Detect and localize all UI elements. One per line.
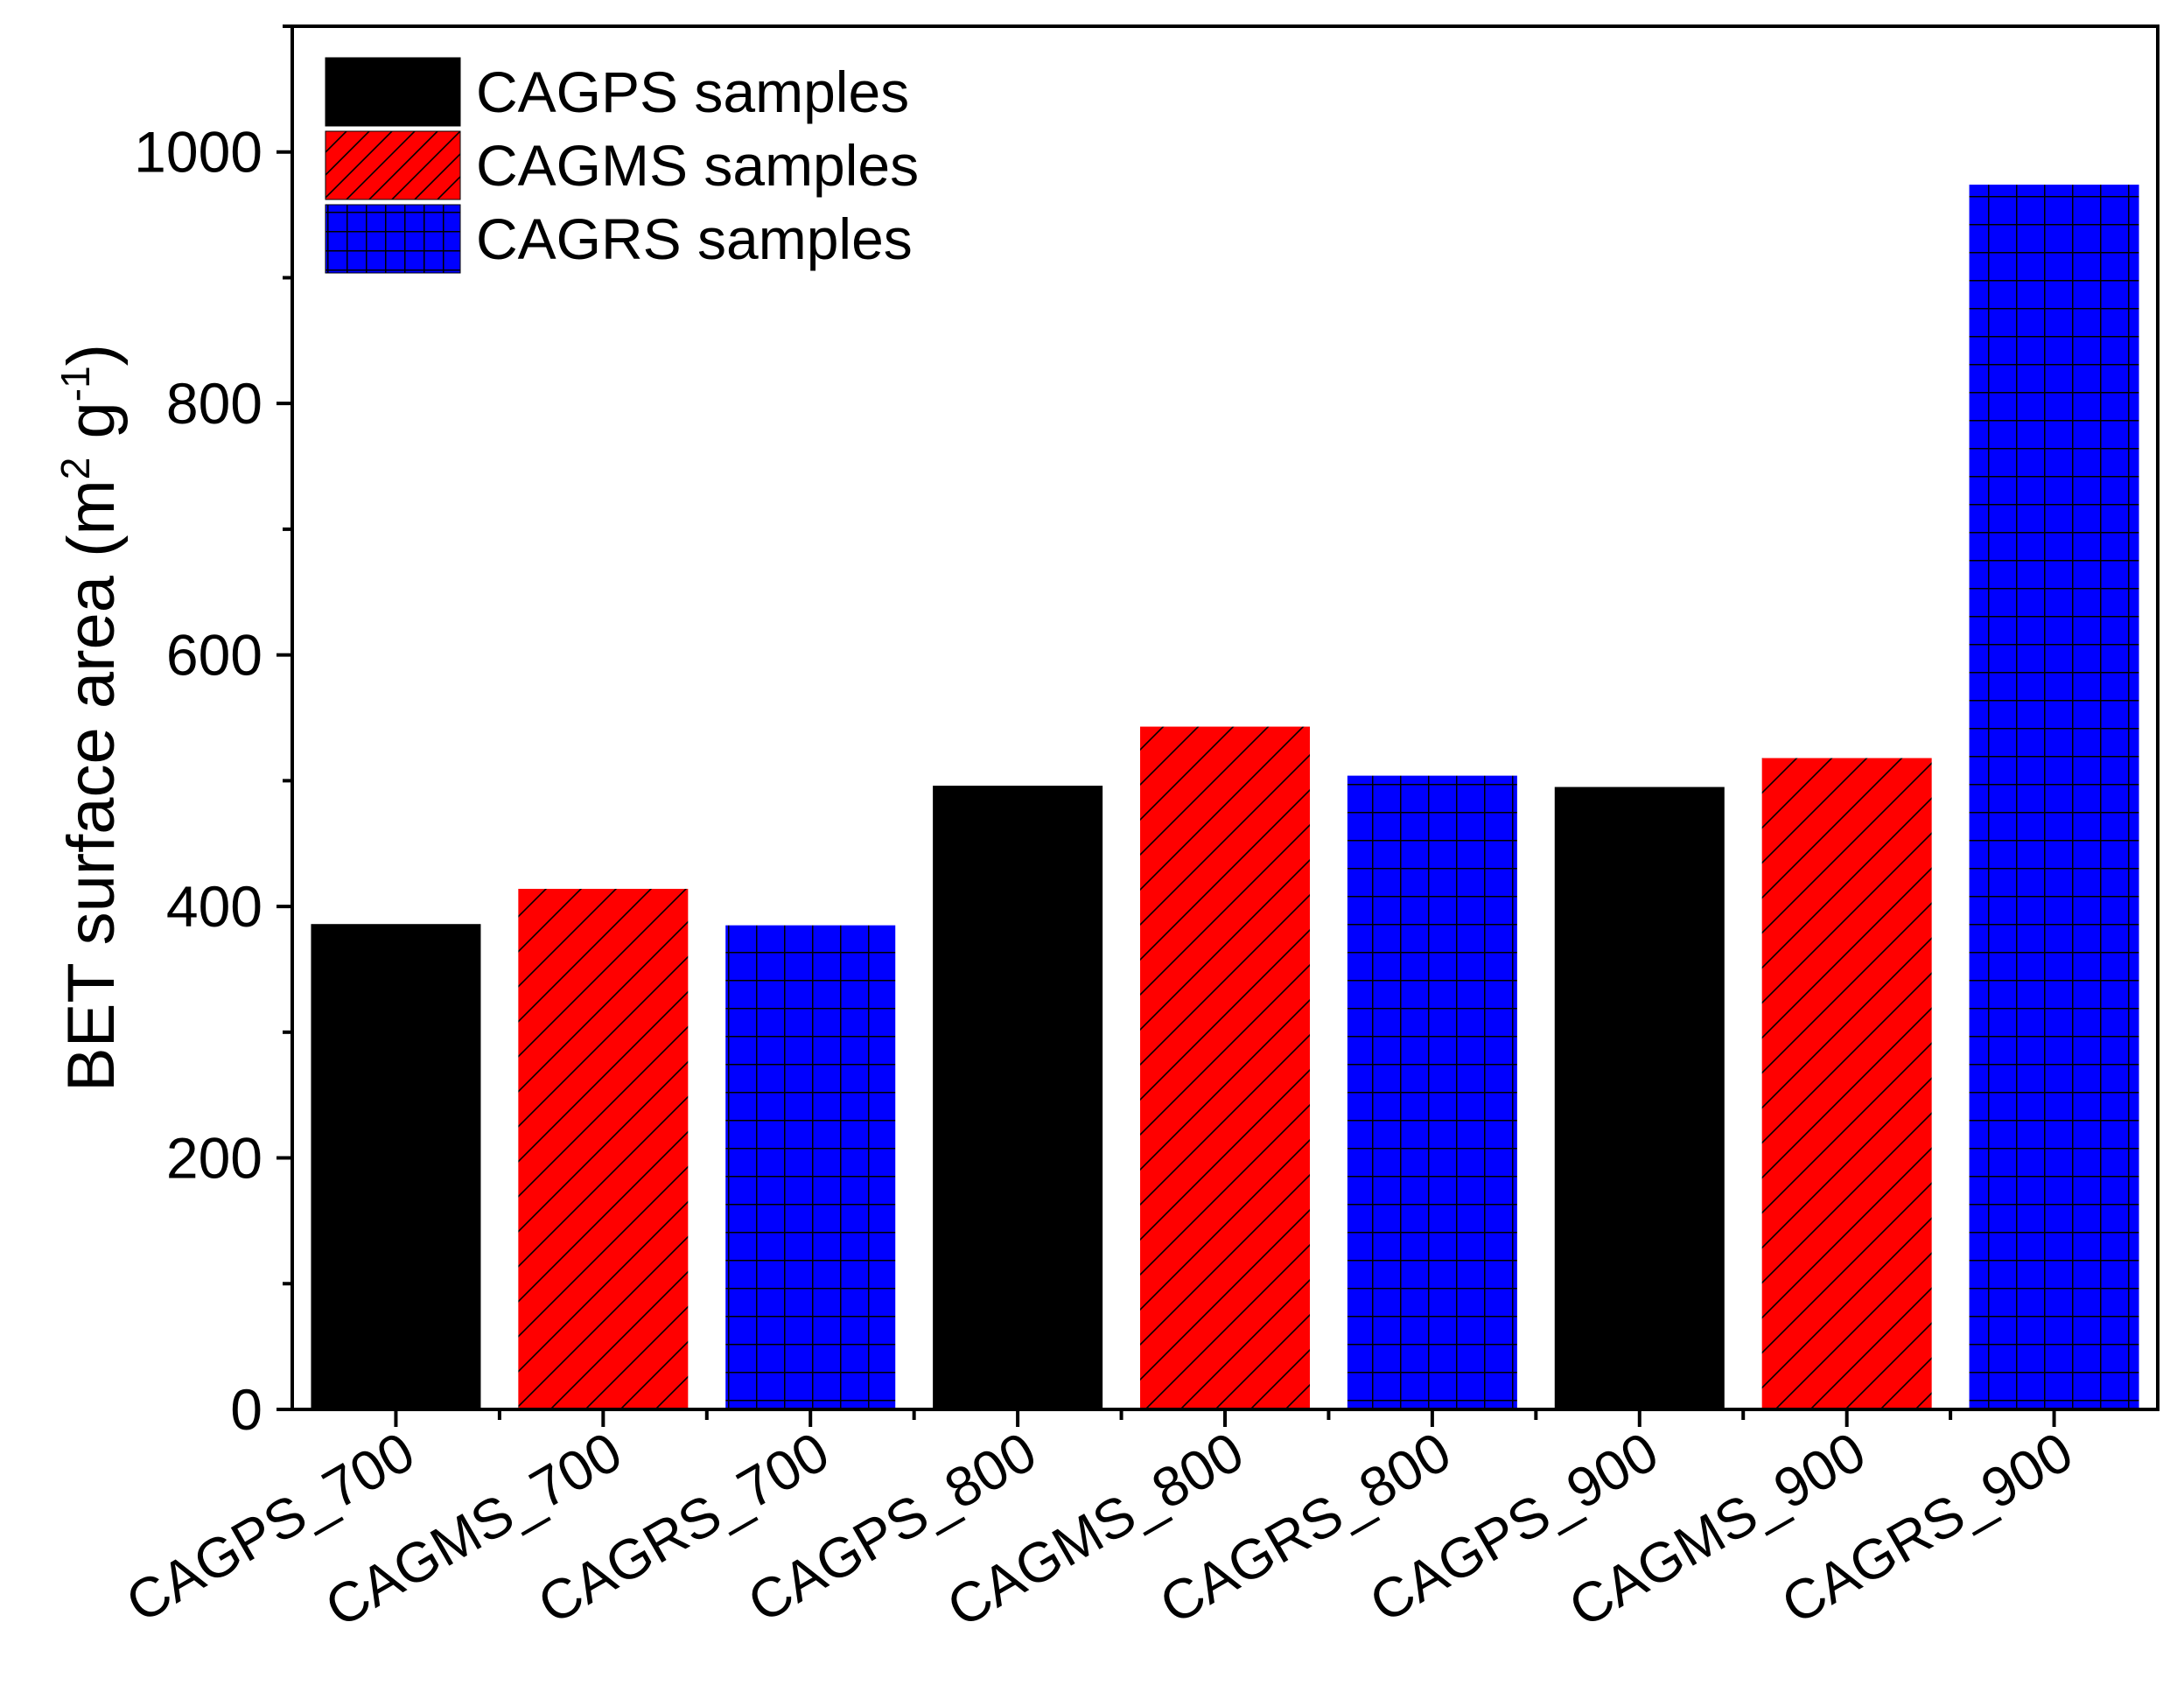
- legend-swatch-2: [325, 130, 461, 200]
- bar-cagps-800: [933, 786, 1103, 1409]
- bar-cagps-900: [1554, 787, 1725, 1409]
- y-tick-label-600: 600: [166, 623, 262, 688]
- y-tick-label-200: 200: [166, 1126, 262, 1191]
- y-axis-title-sup1: 2: [52, 458, 98, 480]
- legend-label-1: CAGPS samples: [476, 59, 909, 124]
- y-axis-title-middle: g: [54, 402, 129, 457]
- legend-swatch-3: [325, 204, 461, 274]
- legend-label-2: CAGMS samples: [476, 133, 919, 198]
- plot-frame: [290, 24, 2160, 1411]
- y-tick-label-1000: 1000: [134, 120, 262, 185]
- y-axis-title-prefix: BET surface area (m: [54, 479, 129, 1092]
- bar-cagms-700: [518, 888, 689, 1409]
- y-tick-label-800: 800: [166, 371, 262, 436]
- y-axis-ticks: 0 200 400 600 800 1000: [134, 24, 292, 1442]
- y-axis-title-suffix: ): [54, 344, 129, 366]
- bar-cagrs-700: [725, 925, 896, 1409]
- y-tick-label-400: 400: [166, 874, 262, 939]
- y-axis-title-sup2: -1: [52, 366, 98, 402]
- bar-cagps-700: [311, 924, 481, 1409]
- y-axis-title: BET surface area (m2 g-1): [52, 344, 129, 1092]
- bar-cagrs-900: [1969, 185, 2139, 1410]
- legend-swatch-1: [325, 57, 461, 127]
- bar-cagrs-800: [1347, 775, 1517, 1409]
- bar-cagms-800: [1140, 726, 1310, 1409]
- x-axis-ticks: CAGPS_700CAGMS_700CAGRS_700CAGPS_800CAGM…: [116, 1409, 2083, 1640]
- y-tick-label-0: 0: [230, 1377, 262, 1442]
- legend-label-3: CAGRS samples: [476, 206, 913, 271]
- legend: CAGPS samples CAGMS samples CAGRS samples: [325, 57, 919, 274]
- bar-cagms-900: [1761, 758, 1932, 1409]
- bars-layer: [311, 185, 2139, 1410]
